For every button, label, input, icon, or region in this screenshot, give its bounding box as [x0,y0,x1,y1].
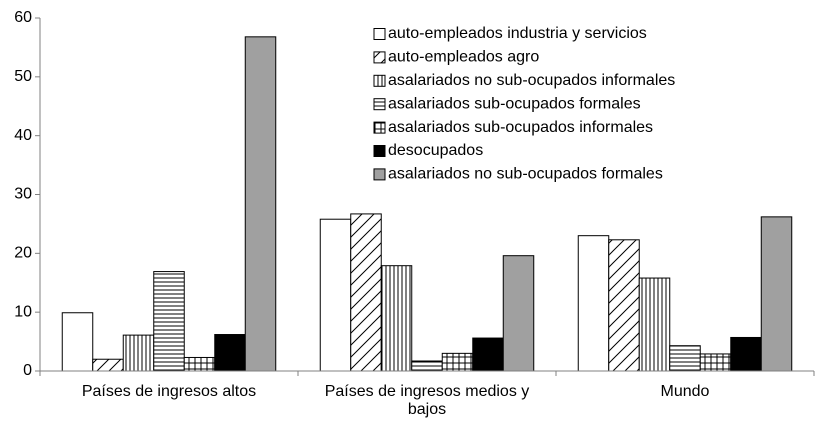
legend-label: asalariados no sub-ocupados formales [388,166,663,183]
bar [577,235,610,372]
bar [730,336,762,372]
legend-label: asalariados sub-ocupados informales [388,119,653,136]
bar [669,345,701,372]
bar [760,216,793,372]
legend-swatch [373,98,386,111]
bar [153,271,185,372]
y-tick-label: 60 [14,9,32,26]
x-tick-label: Países de ingresos altos [81,383,257,400]
bar [61,312,94,372]
y-tick-label: 30 [14,186,32,203]
bar [122,334,155,372]
legend-swatch [373,121,386,134]
legend-label: asalariados sub-ocupados formales [388,95,641,112]
legend-swatch [373,74,386,87]
legend-label: auto-empleados industria y servicios [388,25,647,42]
bar [638,277,671,372]
legend-label: auto-empleados agro [388,49,539,66]
bar [380,265,413,372]
legend-label: asalariados no sub-ocupados informales [388,72,675,89]
y-tick-label: 50 [14,68,32,85]
legend-swatch [373,28,386,40]
y-tick-label: 20 [14,245,32,262]
bar [411,360,443,372]
y-tick-label: 40 [14,127,32,144]
bar [214,334,246,372]
bar [350,213,382,372]
legend-swatch [373,168,386,181]
bar [472,337,504,372]
y-tick-label: 0 [23,362,32,379]
bar [441,352,474,372]
bar [92,358,124,372]
bar [183,356,216,372]
legend-label: desocupados [388,142,483,159]
x-tick-label: Mundo [660,383,710,400]
bar [244,36,277,372]
legend-swatch [373,145,386,157]
bar [502,255,535,372]
bar [699,353,732,372]
legend-swatch [373,51,386,64]
bar [319,218,352,372]
bar [608,239,640,372]
y-tick-label: 10 [14,303,32,320]
x-tick-label: Países de ingresos medios y bajos [324,383,530,418]
